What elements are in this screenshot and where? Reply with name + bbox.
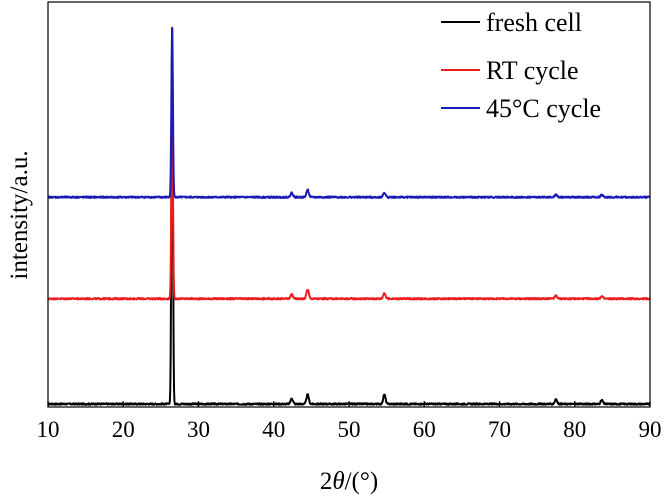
x-tick-label: 40 bbox=[262, 417, 285, 442]
x-tick-label: 20 bbox=[112, 417, 135, 442]
legend-label: RT cycle bbox=[486, 56, 579, 85]
x-tick-label: 80 bbox=[563, 417, 586, 442]
x-tick-label: 30 bbox=[187, 417, 210, 442]
x-tick-label: 50 bbox=[338, 417, 361, 442]
x-axis-title: 2θ/(°) bbox=[320, 468, 378, 495]
series-line-1 bbox=[47, 99, 651, 301]
x-tick-label: 60 bbox=[413, 417, 436, 442]
x-tick-label: 90 bbox=[639, 417, 662, 442]
legend-label: fresh cell bbox=[486, 8, 582, 37]
x-axis-ticks: 10 20 30 40 50 60 70 80 90 bbox=[37, 401, 662, 442]
x-tick-label: 10 bbox=[37, 417, 60, 442]
x-tick-label: 70 bbox=[488, 417, 511, 442]
legend-label: 45°C cycle bbox=[486, 94, 601, 123]
legend: fresh cell RT cycle 45°C cycle bbox=[441, 8, 601, 123]
series-line-2 bbox=[47, 26, 651, 199]
y-axis-title: intensity/a.u. bbox=[6, 150, 33, 279]
